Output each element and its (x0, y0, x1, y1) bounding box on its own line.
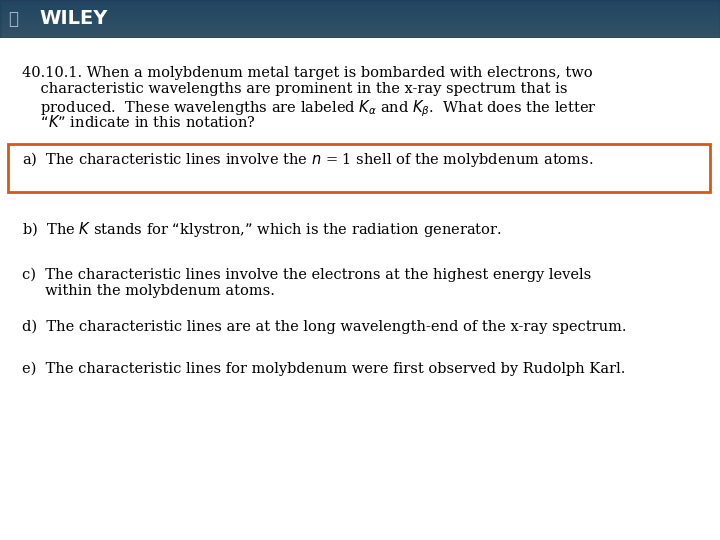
Text: “$K$” indicate in this notation?: “$K$” indicate in this notation? (22, 114, 256, 130)
Text: characteristic wavelengths are prominent in the x-ray spectrum that is: characteristic wavelengths are prominent… (22, 82, 567, 96)
Text: a)  The characteristic lines involve the $n$ = 1 shell of the molybdenum atoms.: a) The characteristic lines involve the … (22, 150, 593, 169)
Text: 40.10.1. When a molybdenum metal target is bombarded with electrons, two: 40.10.1. When a molybdenum metal target … (22, 66, 593, 80)
Text: produced.  These wavelengths are labeled $K_{\alpha}$ and $K_{\beta}$.  What doe: produced. These wavelengths are labeled … (22, 98, 597, 119)
Text: d)  The characteristic lines are at the long wavelength-end of the x-ray spectru: d) The characteristic lines are at the l… (22, 320, 626, 334)
Text: WILEY: WILEY (40, 10, 108, 29)
Text: b)  The $K$ stands for “klystron,” which is the radiation generator.: b) The $K$ stands for “klystron,” which … (22, 220, 502, 239)
Text: within the molybdenum atoms.: within the molybdenum atoms. (22, 284, 275, 298)
Text: c)  The characteristic lines involve the electrons at the highest energy levels: c) The characteristic lines involve the … (22, 268, 591, 282)
Text: e)  The characteristic lines for molybdenum were first observed by Rudolph Karl.: e) The characteristic lines for molybden… (22, 362, 626, 376)
Text: ⓦ: ⓦ (9, 10, 19, 28)
FancyBboxPatch shape (8, 144, 710, 192)
